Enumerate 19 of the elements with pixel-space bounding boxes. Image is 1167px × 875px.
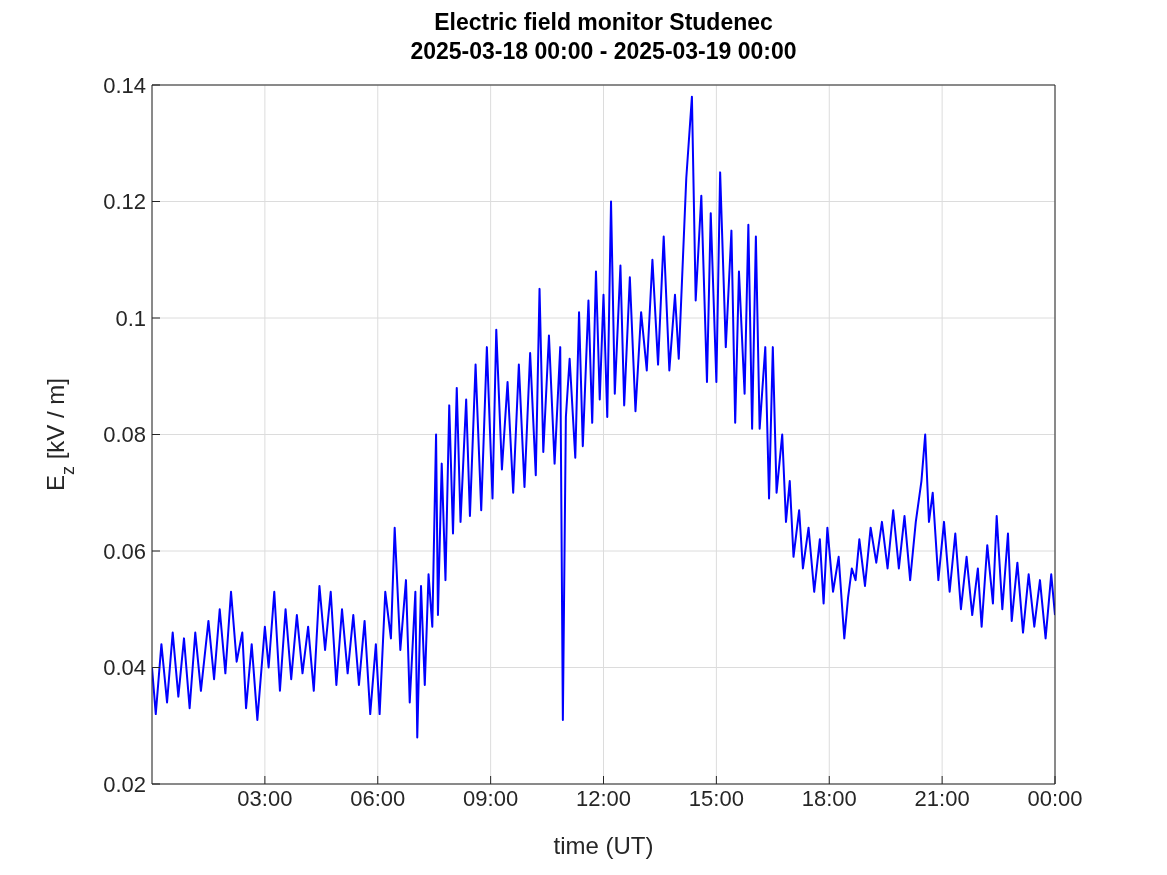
chart-title: Electric field monitor Studenec [433,8,774,37]
line-series [152,95,1055,739]
x-tick-label: 15:00 [688,785,744,811]
chart-subtitle: 2025-03-18 00:00 - 2025-03-19 00:00 [409,37,798,66]
y-tick-label: 0.1 [115,305,146,331]
x-tick-label: 09:00 [463,785,519,811]
x-axis-title: time (UT) [553,832,654,859]
y-tick-label: 0.04 [103,655,146,681]
x-tick-label: 00:00 [1027,785,1083,811]
x-tick-label: 06:00 [350,785,406,811]
y-tick-label: 0.12 [103,189,146,215]
x-tick-label: 21:00 [914,785,970,811]
x-tick-label: 03:00 [237,785,293,811]
y-tick-label: 0.02 [103,771,146,797]
x-tick-label: 18:00 [801,785,857,811]
x-tick-label: 12:00 [575,785,632,811]
y-tick-label: 0.06 [103,538,146,564]
y-tick-label: 0.14 [103,72,146,98]
y-tick-label: 0.08 [103,422,146,448]
